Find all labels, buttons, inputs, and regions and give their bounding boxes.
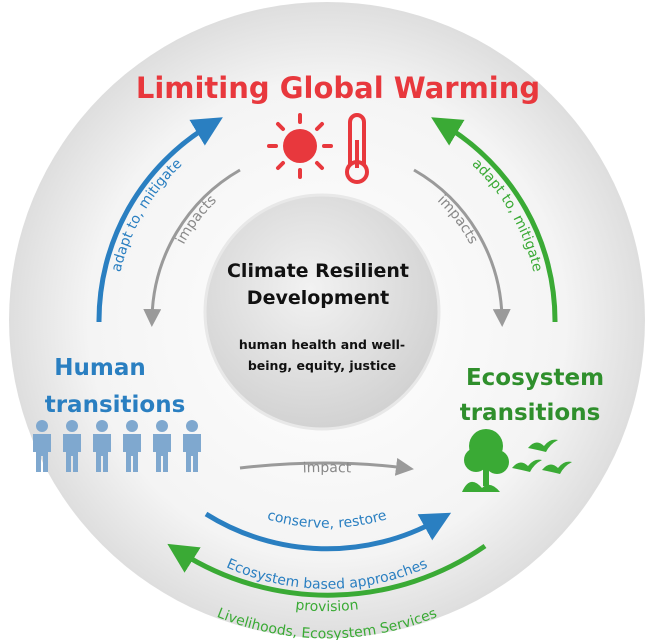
center-title: Climate Resilient	[227, 260, 409, 282]
arrow-label-text: impact	[302, 460, 352, 476]
human-label: Human	[54, 355, 145, 381]
page: Limiting Global Warming Climate Resilien…	[0, 0, 654, 640]
ecosystem-label: transitions	[460, 400, 601, 426]
center-title: Development	[247, 287, 389, 309]
human-label: transitions	[45, 392, 186, 418]
title: Limiting Global Warming	[136, 71, 540, 105]
center-subtitle: being, equity, justice	[248, 358, 396, 373]
arrow-label-text: provision	[295, 597, 359, 615]
center-subtitle: human health and well-	[239, 337, 405, 352]
diagram: Limiting Global Warming Climate Resilien…	[0, 0, 654, 640]
arrow-label: provision	[295, 597, 359, 615]
center-circle	[205, 195, 439, 429]
ecosystem-label: Ecosystem	[466, 365, 604, 391]
arrow-label: impact	[302, 460, 352, 476]
